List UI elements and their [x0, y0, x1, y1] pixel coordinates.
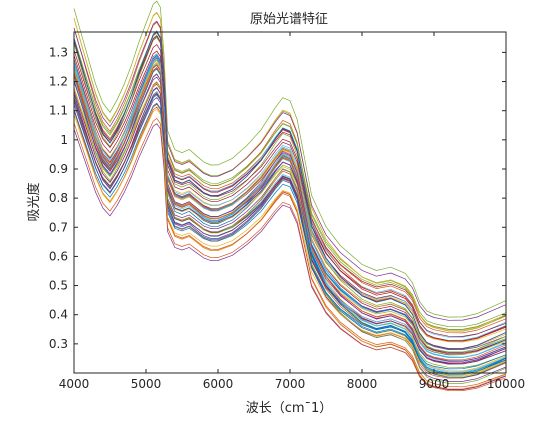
- y-tick-label: 0.8: [49, 191, 68, 205]
- spectrum-line: [73, 44, 507, 330]
- y-tick-label: 1.2: [49, 75, 68, 89]
- series-layer: [73, 0, 507, 391]
- x-tick-label: 9000: [419, 377, 450, 391]
- spectrum-line: [73, 73, 507, 384]
- spectrum-line: [73, 73, 507, 362]
- x-tick-label: 10000: [487, 377, 525, 391]
- x-tick-label: 5000: [131, 377, 162, 391]
- y-tick-label: 0.5: [49, 279, 68, 293]
- spectrum-line: [73, 92, 507, 368]
- spectrum-line: [73, 118, 507, 391]
- spectrum-line: [73, 93, 507, 365]
- y-tick-label: 0.4: [49, 308, 68, 322]
- x-axis-label: 波长（cm¯1）: [246, 401, 333, 416]
- spectrum-line: [73, 103, 507, 390]
- y-tick-label: 0.9: [49, 162, 68, 176]
- y-tick-label: 1: [60, 133, 68, 147]
- y-tick-label: 1.3: [49, 45, 68, 59]
- spectrum-line: [73, 32, 507, 330]
- spectrum-line: [73, 108, 507, 376]
- y-tick-label: 0.3: [49, 337, 68, 351]
- spectrum-line: [73, 67, 507, 361]
- y-axis-ticks: 0.3 0.4 0.5 0.6 0.7 0.8 0.9 1 1.1 1.2 1.3: [49, 45, 506, 351]
- spectrum-line: [73, 32, 507, 328]
- spectrum-line: [73, 102, 507, 370]
- x-axis-ticks: 4000 5000 6000 7000 8000 9000 10000: [59, 32, 525, 391]
- x-tick-label: 4000: [59, 377, 90, 391]
- x-tick-label: 6000: [203, 377, 234, 391]
- spectrum-line: [73, 94, 507, 375]
- spectrum-line: [73, 20, 507, 321]
- y-axis-label: 吸光度: [26, 182, 42, 221]
- plot-frame: [73, 31, 507, 374]
- spectrum-line: [73, 50, 507, 337]
- chart-title: 原始光谱特征: [250, 12, 328, 27]
- spectrum-line: [73, 123, 507, 390]
- y-tick-label: 0.6: [49, 249, 68, 263]
- spectrum-line: [73, 63, 507, 373]
- spectrum-line: [73, 83, 507, 355]
- x-tick-label: 8000: [347, 377, 378, 391]
- y-tick-label: 1.1: [49, 104, 68, 118]
- spectrum-line: [73, 30, 507, 350]
- spectrum-line: [73, 64, 507, 342]
- spectrum-line: [73, 0, 507, 318]
- spectrum-line: [73, 59, 507, 341]
- spectrum-line: [73, 82, 507, 353]
- x-tick-label: 7000: [275, 377, 306, 391]
- spectrum-line: [73, 91, 507, 379]
- y-tick-label: 0.7: [49, 220, 68, 234]
- spectrum-line: [73, 93, 507, 365]
- spectrum-line: [73, 36, 507, 353]
- spectrum-line: [73, 31, 507, 349]
